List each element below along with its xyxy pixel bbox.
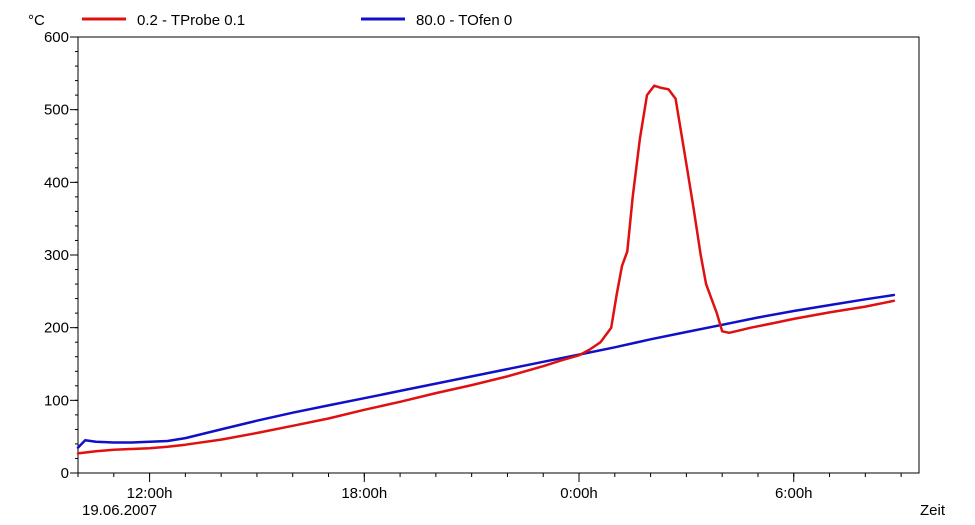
legend-label-tprobe: 0.2 - TProbe 0.1 — [137, 12, 245, 29]
legend-label-tofen: 80.0 - TOfen 0 — [416, 12, 512, 29]
series-line-tprobe — [76, 84, 896, 455]
x-tick-label: 12:00h — [127, 485, 173, 502]
y-tick-label: 0 — [61, 465, 69, 482]
x-tick-label: 6:00h — [775, 485, 813, 502]
series-line-tofen — [76, 293, 896, 449]
axis-ticks — [70, 36, 902, 482]
y-tick-label: 100 — [44, 392, 69, 409]
x-axis-label: Zeit — [920, 502, 946, 519]
y-tick-label: 400 — [44, 174, 69, 191]
y-tick-label: 500 — [44, 102, 69, 119]
y-tick-label: 300 — [44, 247, 69, 264]
series-layer — [76, 84, 896, 455]
x-tick-label: 18:00h — [341, 485, 387, 502]
legend: 0.2 - TProbe 0.1 80.0 - TOfen 0 — [82, 12, 512, 29]
y-axis-label: °C — [28, 12, 45, 29]
axis-tick-labels: 0 100 200 300 400 500 600 12:00h 18:00h 0:00h 6:00… — [44, 29, 813, 502]
date-label: 19.06.2007 — [82, 502, 157, 519]
y-tick-label: 200 — [44, 320, 69, 337]
y-tick-label: 600 — [44, 29, 69, 46]
x-tick-label: 0:00h — [560, 485, 598, 502]
